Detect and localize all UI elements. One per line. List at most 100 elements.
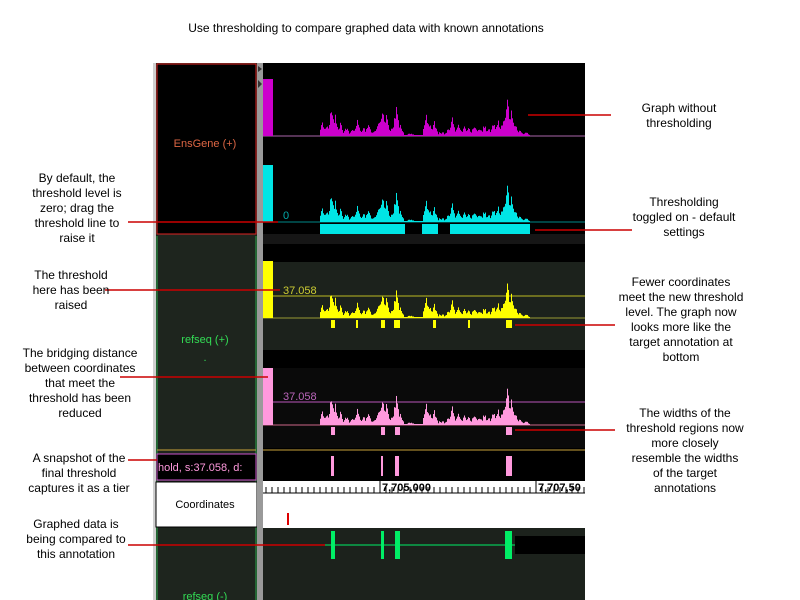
graph-column [352,216,353,222]
graph-column [512,301,513,318]
graph-column [338,129,339,136]
graph-column [415,317,416,318]
graph-column [381,301,382,318]
graph-column [507,99,508,136]
graph-column [526,314,527,318]
graph-column [420,424,421,425]
graph-column [431,214,432,222]
graph-column [406,135,407,136]
graph-column [340,305,341,318]
graph-column [450,213,451,222]
graph-column [523,220,524,222]
graph-column [456,418,457,425]
graph-column [404,317,405,318]
graph-column [414,135,415,136]
graph-column [364,214,365,222]
graph-column [373,218,374,222]
graph-column [355,417,356,425]
graph-column [430,307,431,318]
graph-column [511,293,512,318]
graph-column [494,211,495,222]
graph-column [392,214,393,222]
graph-column [369,415,370,425]
graph-column [443,421,444,425]
annotation-bridging: The bridging distance between coordinate… [22,346,138,420]
graph-column [501,211,502,222]
graph-column [437,131,438,136]
graph-column [513,411,514,425]
graph-column [472,418,473,425]
graph-column [442,218,443,222]
graph-column [496,415,497,425]
graph-column [524,219,525,222]
annotation-widths: The widths of the threshold regions now … [626,406,744,495]
graph-column [527,421,528,425]
graph-column [468,128,469,136]
graph-column [517,216,518,222]
graph-column [446,421,447,425]
graph-column [336,412,337,425]
graph-column [357,408,358,425]
graph-column [506,195,507,222]
graph-column [321,307,322,318]
graph-column [515,415,516,425]
graph-column [429,212,430,222]
graph-column [434,121,435,136]
graph-column [499,127,500,136]
graph-column [343,218,344,222]
graph-column [404,135,405,136]
graph-column [340,208,341,222]
graph-column [420,135,421,136]
graph-column [338,215,339,222]
graph-column [465,214,466,222]
graph-column [451,410,452,425]
graph-column [491,418,492,425]
annotation-raised: The threshold here has been raised [32,268,110,312]
graph-column [396,192,397,222]
graph-column [340,411,341,425]
graph-column [518,132,519,136]
graph-column [414,317,415,318]
graph-column [483,212,484,222]
graph-column [376,311,377,318]
graph-column [524,133,525,136]
graph-column [365,313,366,318]
graph-column [492,211,493,222]
graph-column [325,128,326,136]
graph-column [479,215,480,222]
graph-column [528,316,529,318]
graph-column [446,218,447,222]
graph-column [368,211,369,222]
graph-column [394,118,395,136]
graph-column [422,135,423,136]
graph-column [375,419,376,425]
graph-column [529,134,530,136]
graph-column [377,308,378,318]
graph-column [446,132,447,136]
graph-column [466,217,467,222]
graph-column [340,122,341,136]
graph-column [399,310,400,318]
graph-column [447,129,448,136]
graph-column [422,317,423,318]
graph-column [432,129,433,136]
graph-column [461,131,462,136]
graph-column [344,420,345,425]
graph-column [432,311,433,318]
graph-column [410,316,411,318]
graph-column [526,421,527,425]
graph-column [372,132,373,136]
graph-column [364,128,365,136]
graph-column [409,219,410,222]
splitter-scrollbar[interactable] [257,63,263,600]
graph-column [527,218,528,222]
graph-column [341,211,342,222]
graph-column [350,218,351,222]
graph-column [418,317,419,318]
graph-column [519,130,520,136]
graph-column [489,215,490,222]
graph-column [372,218,373,222]
graph-column [338,418,339,425]
graph-column [448,129,449,136]
graph-column [359,309,360,318]
